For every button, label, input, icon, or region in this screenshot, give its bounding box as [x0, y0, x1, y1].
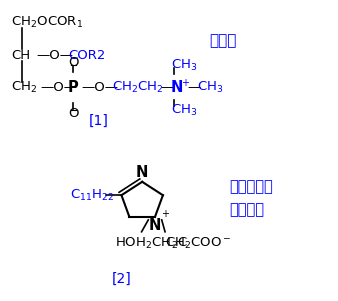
Text: +: + — [181, 78, 189, 88]
Text: CH$_3$: CH$_3$ — [171, 58, 197, 73]
Text: N: N — [136, 165, 148, 180]
Text: COR2: COR2 — [68, 48, 106, 62]
Text: 月桂基咪唑: 月桂基咪唑 — [230, 179, 273, 194]
Text: —: — — [161, 81, 174, 95]
Text: HOH$_2$CH$_2$C: HOH$_2$CH$_2$C — [115, 236, 188, 251]
Text: CH$_3$: CH$_3$ — [197, 80, 224, 95]
Text: —: — — [188, 81, 201, 95]
Text: +: + — [161, 209, 169, 219]
Text: —O—: —O— — [82, 81, 119, 95]
Text: N: N — [149, 218, 161, 233]
Text: CH$_2$CH$_2$: CH$_2$CH$_2$ — [112, 80, 164, 95]
Text: CH$_2$COO$^-$: CH$_2$COO$^-$ — [165, 236, 232, 251]
Text: —O—: —O— — [40, 81, 77, 95]
Text: [2]: [2] — [112, 272, 132, 286]
Text: P: P — [68, 80, 79, 95]
Text: O: O — [68, 56, 79, 69]
Text: O: O — [68, 107, 79, 120]
Text: —O—: —O— — [37, 48, 74, 62]
Text: 鎓内铵盐: 鎓内铵盐 — [230, 203, 264, 218]
Text: 卵磷脂: 卵磷脂 — [209, 33, 237, 48]
Text: C$_{11}$H$_{22}$: C$_{11}$H$_{22}$ — [70, 188, 115, 203]
Text: CH$_3$: CH$_3$ — [171, 103, 197, 118]
Text: CH$_2$OCOR$_1$: CH$_2$OCOR$_1$ — [11, 15, 83, 30]
Text: CH$_2$: CH$_2$ — [11, 80, 38, 95]
Text: N: N — [171, 80, 183, 95]
Text: [1]: [1] — [89, 114, 108, 128]
Text: CH: CH — [11, 48, 30, 62]
